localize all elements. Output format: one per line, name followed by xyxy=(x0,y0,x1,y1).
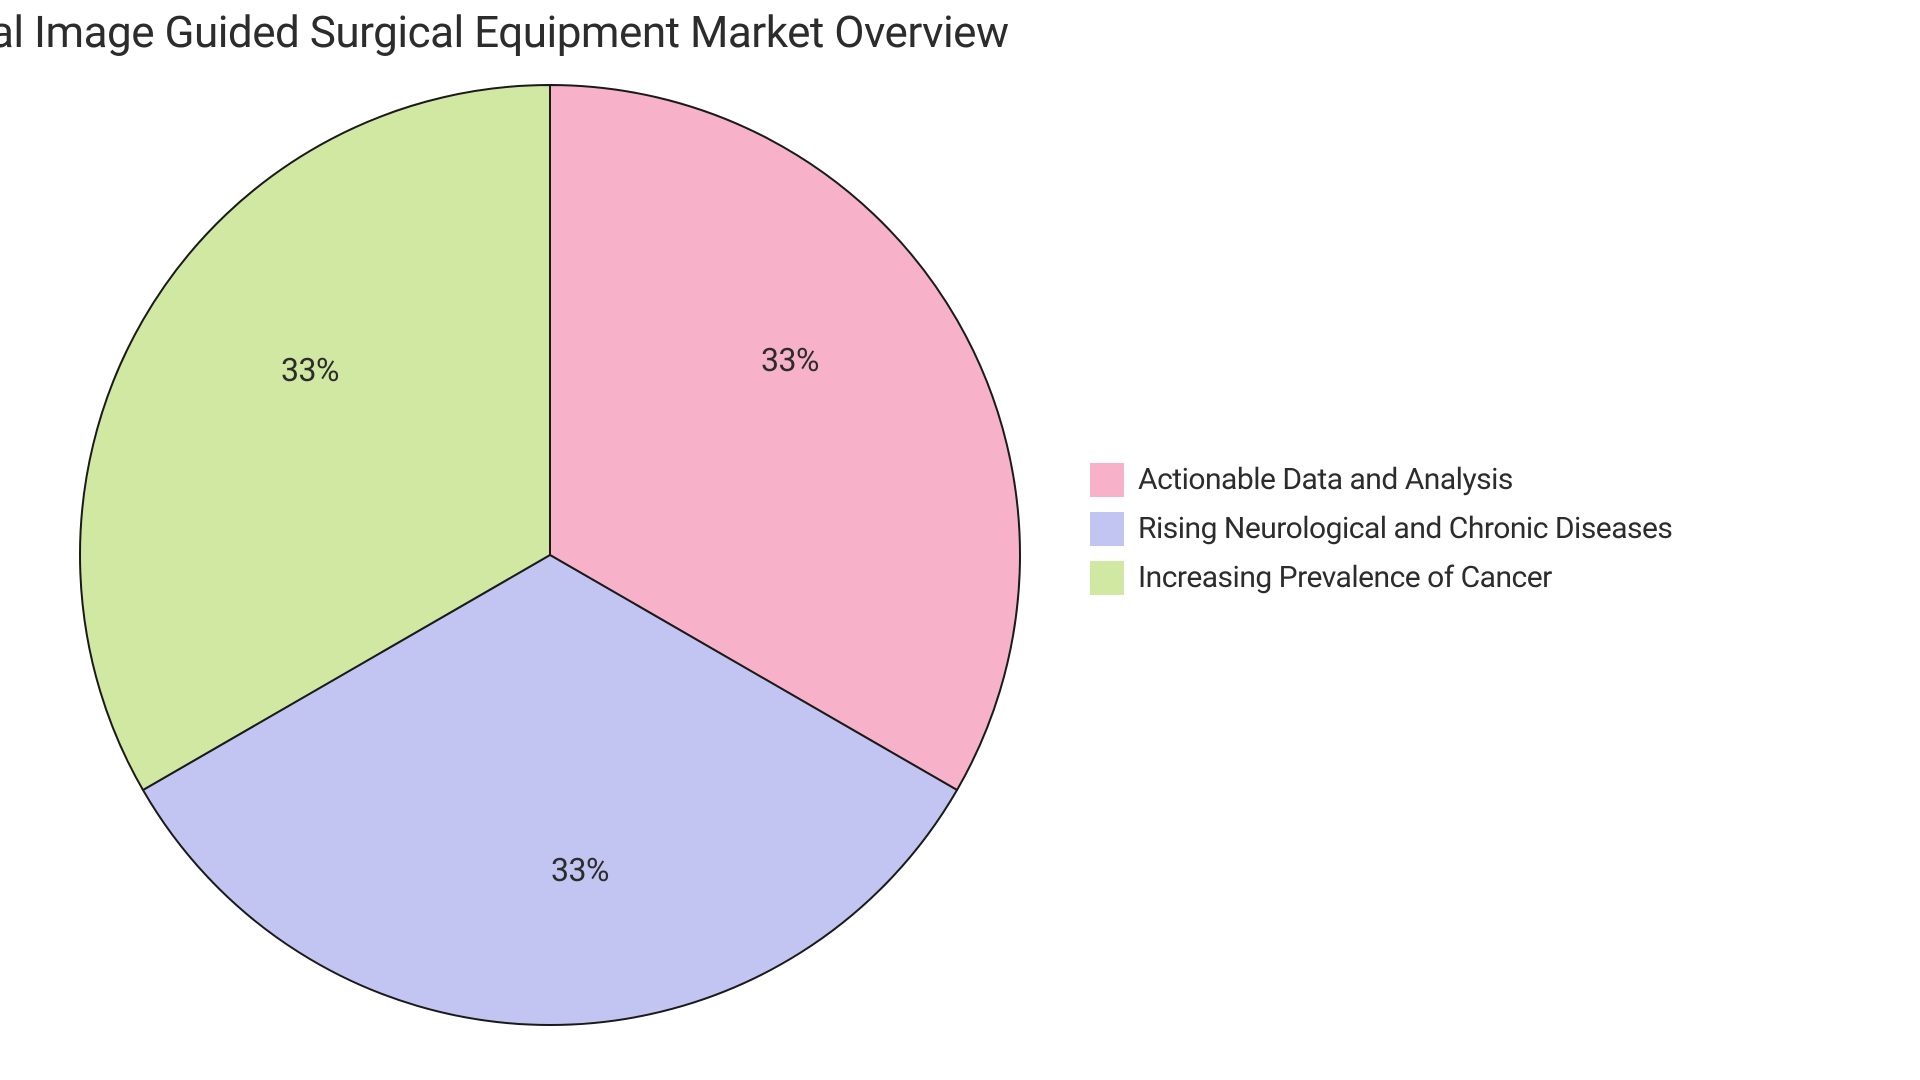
slice-label-2: 33% xyxy=(281,351,339,389)
chart-container: al Image Guided Surgical Equipment Marke… xyxy=(0,0,1920,1080)
legend-swatch-1 xyxy=(1090,512,1124,546)
chart-title: al Image Guided Surgical Equipment Marke… xyxy=(0,6,1009,58)
legend-text-2: Increasing Prevalence of Cancer xyxy=(1138,560,1552,595)
slice-label-0: 33% xyxy=(761,341,819,379)
pie-svg xyxy=(76,81,1024,1029)
legend-item-0: Actionable Data and Analysis xyxy=(1090,462,1672,497)
legend-item-1: Rising Neurological and Chronic Diseases xyxy=(1090,511,1672,546)
legend: Actionable Data and Analysis Rising Neuro… xyxy=(1090,462,1672,609)
legend-swatch-0 xyxy=(1090,463,1124,497)
legend-swatch-2 xyxy=(1090,561,1124,595)
legend-text-0: Actionable Data and Analysis xyxy=(1138,462,1513,497)
slice-label-1: 33% xyxy=(551,851,609,889)
legend-item-2: Increasing Prevalence of Cancer xyxy=(1090,560,1672,595)
pie-chart xyxy=(76,81,1024,1033)
legend-text-1: Rising Neurological and Chronic Diseases xyxy=(1138,511,1672,546)
